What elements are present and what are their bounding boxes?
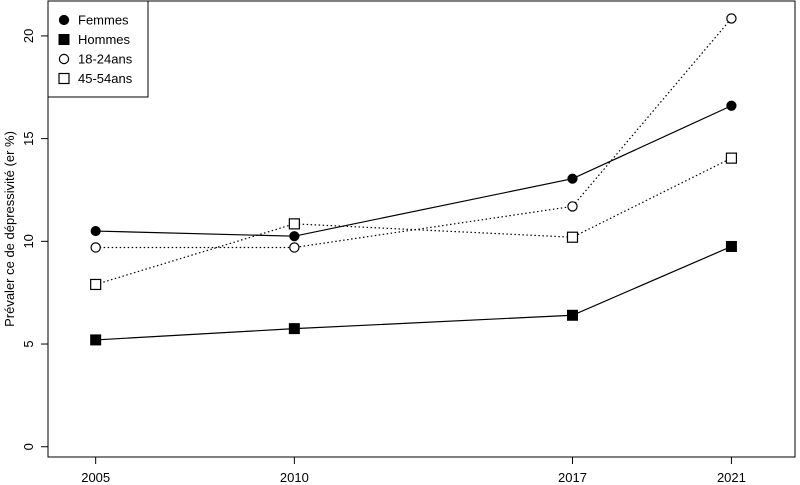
- data-point: [289, 242, 300, 253]
- y-tick-label: 0: [21, 443, 36, 450]
- data-point: [288, 218, 300, 230]
- legend-label: Hommes: [78, 32, 131, 47]
- x-tick-label: 2010: [280, 470, 309, 485]
- data-point: [566, 231, 579, 243]
- legend-marker: [58, 34, 70, 45]
- series-layer: [90, 13, 738, 346]
- series-line: [95, 157, 732, 286]
- data-point: [725, 152, 738, 164]
- x-tick-label: 2017: [558, 470, 587, 485]
- x-tick-label: 2005: [81, 470, 110, 485]
- legend-label: 45-54ans: [78, 71, 133, 86]
- plot-frame: [47, 0, 796, 458]
- x-tick-label: 2021: [717, 470, 746, 485]
- series-2: [90, 13, 737, 253]
- legend-label: Femmes: [78, 13, 129, 28]
- legend-label: 18-24ans: [78, 52, 133, 67]
- y-tick-label: 20: [21, 29, 36, 43]
- series-line: [95, 105, 732, 237]
- series-3: [90, 152, 738, 291]
- data-point: [289, 231, 300, 242]
- legend-marker: [58, 14, 70, 26]
- data-point: [90, 242, 101, 253]
- data-point: [90, 278, 102, 291]
- series-line: [95, 18, 732, 249]
- series-line: [95, 245, 732, 341]
- data-point: [726, 100, 737, 111]
- data-point: [90, 334, 102, 346]
- data-point: [90, 225, 101, 237]
- data-point: [567, 201, 578, 212]
- data-point: [566, 309, 578, 321]
- y-tick-label: 15: [21, 131, 36, 145]
- data-point: [726, 13, 737, 24]
- data-point: [288, 323, 300, 335]
- data-point: [725, 240, 737, 252]
- series-1: [90, 240, 737, 346]
- y-tick-label: 5: [21, 340, 36, 347]
- y-tick-label: 10: [21, 234, 36, 248]
- legend: Femmes Hommes 18-24ans 45-54ans: [47, 0, 149, 98]
- y-axis-title: Prévaler ce de dépressivité (er %): [2, 131, 17, 327]
- series-0: [90, 100, 737, 242]
- legend-marker: [58, 53, 70, 65]
- legend-marker: [58, 72, 70, 85]
- data-point: [567, 173, 578, 184]
- y-axis: 0 5 10 15 20: [21, 29, 49, 450]
- x-axis: 2005 2010 2017 2021: [81, 456, 746, 485]
